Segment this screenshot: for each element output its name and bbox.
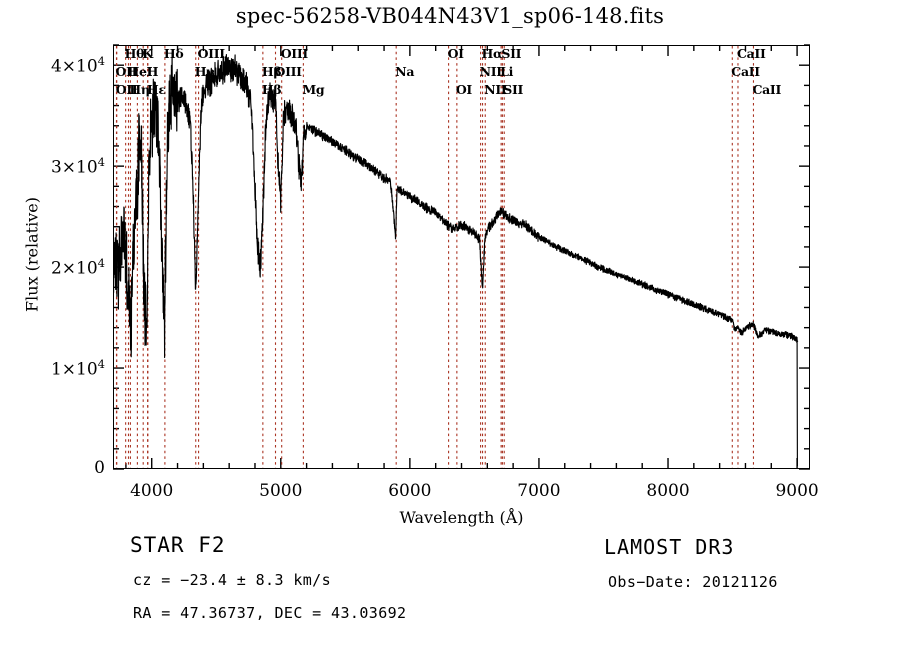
line-label-oiii: OIII [197, 46, 226, 61]
line-label-oii: OII [115, 82, 138, 97]
x-tick-label: 7000 [517, 481, 561, 501]
line-label-hε: Hε [146, 82, 166, 97]
x-tick-label: 6000 [388, 481, 432, 501]
line-label-oi: OI [447, 46, 464, 61]
x-tick-label: 5000 [259, 481, 303, 501]
line-label-caii: CaII [736, 46, 766, 61]
line-label-caii: CaII [731, 64, 760, 79]
line-label-sii: SII [501, 46, 522, 61]
x-tick-label: 9000 [775, 481, 819, 501]
line-label-na: Na [395, 64, 415, 79]
line-label-li: Li [500, 64, 514, 79]
line-label-hei: HeI [127, 64, 153, 79]
line-label-k: K [142, 46, 153, 61]
line-label-oiii: OIII [274, 64, 303, 79]
line-label-nii: NII [479, 64, 503, 79]
line-label-caii: CaII [752, 82, 781, 97]
line-label-hβ: Hβ [261, 82, 282, 97]
line-label-oi: OI [455, 82, 472, 97]
line-label-hη: Hη [129, 82, 150, 97]
y-tick-label: 1×104 [50, 357, 105, 380]
line-label-hα: Hα [481, 46, 503, 61]
line-label-hθ: Hθ [124, 46, 145, 61]
line-label-oii: OII [115, 64, 138, 79]
radial-velocity-text: cz = −23.4 ± 8.3 km/s [133, 571, 332, 589]
line-label-nii: NII [484, 82, 507, 97]
x-tick-label: 4000 [130, 481, 174, 501]
plot-frame [113, 45, 810, 469]
line-label-h: H [146, 64, 159, 79]
line-label-oiii: OIII [280, 46, 309, 61]
y-axis-title: Flux (relative) [22, 197, 42, 312]
coordinates-text: RA = 47.36737, DEC = 43.03692 [133, 604, 407, 622]
figure-title: spec-56258-VB044N43V1_sp06-148.fits [235, 4, 665, 28]
line-label-mg: Mg [302, 82, 325, 97]
x-axis-title: Wavelength (Å) [399, 508, 524, 527]
line-label-sii: SII [503, 82, 524, 97]
y-tick-label: 0 [94, 458, 105, 478]
x-tick-label: 8000 [646, 481, 690, 501]
observation-date-text: Obs−Date: 20121126 [608, 573, 778, 591]
line-label-hδ: Hδ [163, 46, 184, 61]
survey-name-text: LAMOST DR3 [604, 535, 735, 559]
line-label-hβ: Hβ [261, 64, 282, 79]
y-tick-label: 4×104 [50, 54, 105, 77]
object-class-text: STAR F2 [130, 533, 226, 557]
line-label-hγ: Hγ [194, 64, 215, 79]
y-tick-label: 2×104 [50, 256, 105, 279]
y-tick-label: 3×104 [50, 155, 105, 178]
